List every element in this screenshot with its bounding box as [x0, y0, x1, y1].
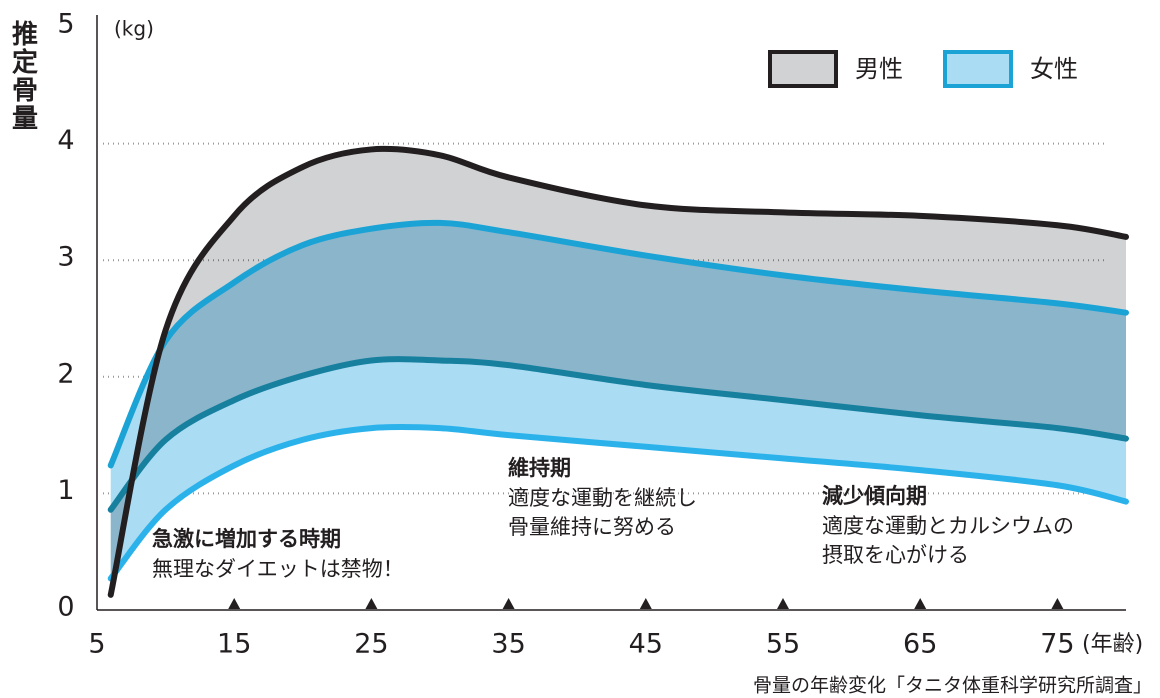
x-tick-label: 25 [354, 629, 388, 660]
y-tick-label: 5 [57, 9, 74, 40]
x-tick-label: 5 [88, 629, 105, 660]
x-tick-mark [1051, 598, 1064, 609]
legend-swatch [943, 50, 1013, 88]
y-unit: (kg) [114, 17, 154, 41]
y-axis-label: 推定骨量 [8, 20, 38, 132]
annotation-text: 無理なダイエットは禁物！ [152, 557, 404, 581]
annotation-title: 維持期 [508, 456, 571, 480]
y-tick-label: 4 [57, 125, 74, 156]
x-unit: (年齢) [1082, 632, 1143, 657]
legend-label: 男性 [855, 55, 903, 83]
legend-swatch [768, 50, 838, 88]
y-tick-label: 0 [57, 592, 74, 623]
x-tick-label: 65 [903, 629, 937, 660]
band-edge-line [107, 356, 1129, 513]
x-tick-mark [365, 598, 378, 609]
annotation-text: 適度な運動とカルシウムの [822, 514, 1074, 538]
annotation-text: 骨量維持に努める [508, 515, 676, 539]
x-tick-mark [914, 598, 927, 609]
x-tick-mark [777, 598, 789, 609]
y-tick-label: 2 [57, 358, 74, 389]
x-tick-label: 75 [1040, 629, 1074, 660]
x-tick-mark [502, 598, 515, 609]
band-edge-line [107, 219, 1129, 469]
caption: 骨量の年齢変化「タニタ体重科学研究所調査」 [753, 675, 1152, 697]
band-edge-line [107, 423, 1129, 582]
x-tick-label: 35 [491, 629, 525, 660]
annotation-title: 急激に増加する時期 [152, 527, 341, 551]
band-area [110, 148, 1127, 595]
annotation-title: 減少傾向期 [822, 484, 927, 508]
x-tick-mark [639, 598, 652, 609]
annotation-text: 摂取を心がける [822, 543, 969, 567]
annotation-text: 適度な運動を継続し [508, 486, 697, 510]
x-tick-label: 45 [629, 629, 663, 660]
band-edge-line [107, 145, 1129, 598]
legend-label: 女性 [1030, 55, 1078, 83]
x-tick-label: 55 [766, 629, 800, 660]
y-tick-label: 1 [57, 475, 74, 506]
x-tick-mark [228, 598, 241, 609]
y-tick-label: 3 [57, 242, 74, 273]
x-tick-label: 15 [217, 629, 251, 660]
